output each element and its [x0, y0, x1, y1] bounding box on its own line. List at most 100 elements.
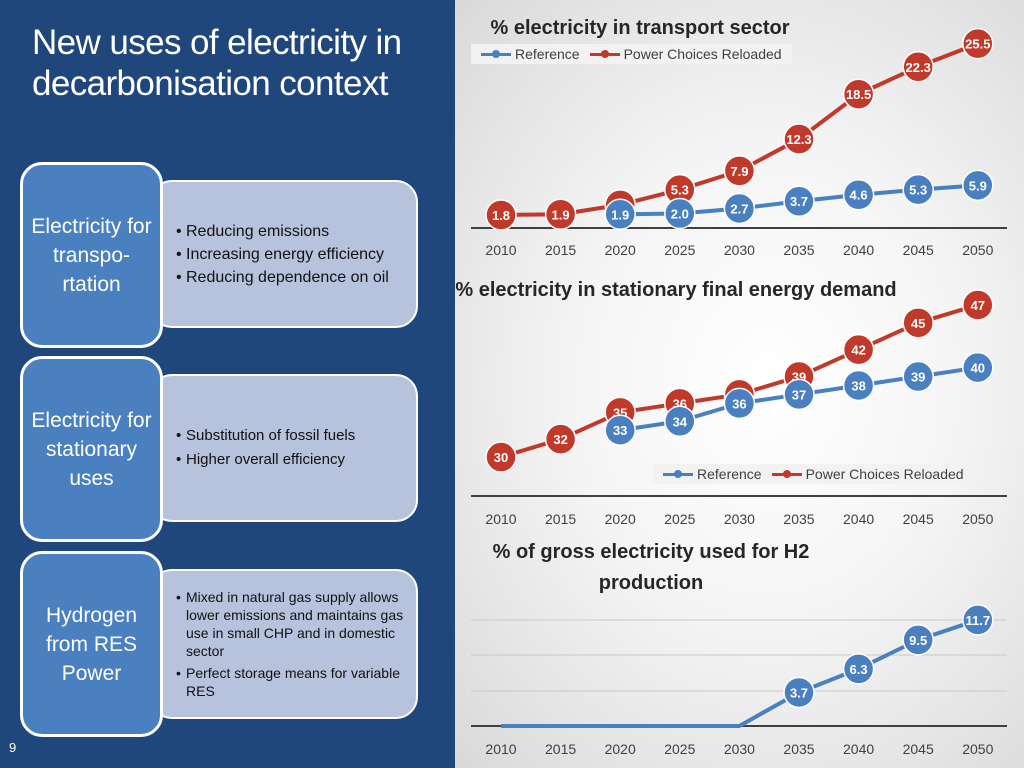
- data-label: 4.6: [850, 188, 868, 203]
- x-tick-label: 2045: [903, 511, 934, 527]
- chart1-title: % electricity in transport sector: [490, 17, 790, 39]
- transport-bullet-list: Reducing emissions Increasing energy eff…: [152, 221, 401, 288]
- x-tick-label: 2030: [724, 741, 755, 757]
- stationary-bullet-list: Substitution of fossil fuels Higher over…: [152, 426, 367, 470]
- data-label: 1.9: [611, 207, 629, 222]
- data-label: 3.7: [790, 194, 808, 209]
- bullet-item: Substitution of fossil fuels: [176, 426, 355, 446]
- data-label: 22.3: [906, 60, 931, 75]
- data-marker: [842, 653, 875, 685]
- data-marker: [544, 198, 577, 231]
- x-tick-label: 2025: [664, 242, 695, 258]
- legend-item-reference: Reference: [663, 466, 762, 482]
- data-label: 6.3: [850, 662, 868, 677]
- data-label: 12.3: [786, 132, 811, 147]
- page-number: 9: [9, 740, 17, 755]
- legend-item-reference: Reference: [481, 46, 580, 62]
- reference-line-swatch: [481, 49, 511, 59]
- data-marker: [962, 27, 994, 60]
- data-marker: [842, 333, 875, 366]
- bullet-item: Mixed in natural gas supply allows lower…: [176, 588, 404, 660]
- data-marker: [902, 51, 934, 83]
- data-marker: [723, 387, 756, 420]
- data-marker: [783, 676, 815, 709]
- x-tick-label: 2040: [843, 242, 874, 258]
- x-tick-label: 2050: [962, 242, 993, 258]
- reference-line-swatch: [663, 469, 693, 479]
- data-label: 11.7: [966, 613, 991, 628]
- x-tick-label: 2030: [724, 242, 755, 258]
- x-tick-label: 2035: [783, 511, 814, 527]
- data-marker: [783, 185, 815, 217]
- data-label: 32: [553, 432, 567, 447]
- stationary-bullet-panel: Substitution of fossil fuels Higher over…: [150, 374, 418, 522]
- data-marker: [962, 351, 994, 384]
- chart2-title: % electricity in stationary final energy…: [455, 279, 897, 301]
- transport-bullet-panel: Reducing emissions Increasing energy eff…: [150, 180, 418, 328]
- x-tick-label: 2015: [545, 741, 576, 757]
- data-marker: [962, 604, 994, 636]
- x-tick-label: 2030: [724, 511, 755, 527]
- data-marker: [604, 198, 636, 231]
- data-marker: [902, 360, 934, 393]
- data-marker: [485, 199, 517, 231]
- hydrogen-bullet-list: Mixed in natural gas supply allows lower…: [152, 588, 416, 700]
- x-tick-label: 2020: [605, 741, 636, 757]
- data-label: 5.9: [969, 178, 987, 193]
- hydrogen-bullet-panel: Mixed in natural gas supply allows lower…: [150, 569, 418, 719]
- data-label: 40: [971, 361, 985, 376]
- data-label: 42: [851, 343, 865, 358]
- legend-label: Power Choices Reloaded: [805, 466, 964, 482]
- data-marker: [902, 307, 934, 339]
- data-marker: [544, 423, 577, 455]
- data-label: 5.3: [671, 183, 689, 198]
- legend-label: Power Choices Reloaded: [623, 46, 782, 62]
- legend-item-power-choices: Power Choices Reloaded: [771, 466, 964, 482]
- x-tick-label: 2040: [843, 741, 874, 757]
- data-marker: [485, 441, 517, 473]
- x-tick-label: 2045: [903, 242, 934, 258]
- chart2-legend: Reference Power Choices Reloaded: [653, 464, 974, 484]
- legend-item-power-choices: Power Choices Reloaded: [589, 46, 782, 62]
- data-marker: [842, 178, 875, 211]
- data-label: 33: [613, 423, 627, 438]
- chart-area: 2010 2015 2020 2025 2030 2035 2040 2045 2050 1.8 1…: [455, 0, 1024, 768]
- series-line: [501, 618, 979, 728]
- data-label: 18.5: [846, 87, 871, 102]
- data-label: 3.7: [790, 685, 808, 700]
- x-tick-label: 2035: [783, 741, 814, 757]
- data-label: 30: [494, 450, 508, 465]
- transport-label-box: Electricity for transpo-rtation: [20, 162, 163, 348]
- data-marker: [783, 378, 815, 411]
- charts-svg: 2010 2015 2020 2025 2030 2035 2040 2045 2050 1.8 1…: [471, 27, 1007, 757]
- bullet-item: Perfect storage means for variable RES: [176, 664, 404, 700]
- data-marker: [723, 155, 756, 187]
- bullet-item: Increasing energy efficiency: [176, 244, 389, 265]
- x-tick-label: 2040: [843, 511, 874, 527]
- chart1-legend: Reference Power Choices Reloaded: [471, 44, 792, 64]
- legend-label: Reference: [697, 466, 762, 482]
- stationary-label-box: Electricity for stationary uses: [20, 356, 163, 542]
- bullet-item: Reducing emissions: [176, 221, 389, 242]
- legend-label: Reference: [515, 46, 580, 62]
- hydrogen-label: Hydrogen from RES Power: [45, 603, 138, 685]
- data-marker: [664, 197, 696, 230]
- bullet-item: Higher overall efficiency: [176, 450, 355, 470]
- x-tick-label: 2025: [664, 511, 695, 527]
- data-marker: [962, 289, 994, 321]
- x-tick-label: 2010: [485, 741, 516, 757]
- x-tick-label: 2020: [605, 511, 636, 527]
- bullet-item: Reducing dependence on oil: [176, 267, 389, 288]
- x-tick-label: 2020: [605, 242, 636, 258]
- x-tick-label: 2045: [903, 741, 934, 757]
- data-label: 34: [673, 414, 688, 429]
- data-marker: [902, 173, 934, 206]
- data-label: 9.5: [909, 633, 927, 648]
- x-tick-label: 2010: [485, 242, 516, 258]
- x-tick-label: 2015: [545, 511, 576, 527]
- data-label: 2.0: [671, 207, 689, 222]
- x-tick-label: 2015: [545, 242, 576, 258]
- data-marker: [664, 405, 696, 438]
- data-label: 38: [851, 378, 865, 393]
- data-marker: [783, 123, 815, 155]
